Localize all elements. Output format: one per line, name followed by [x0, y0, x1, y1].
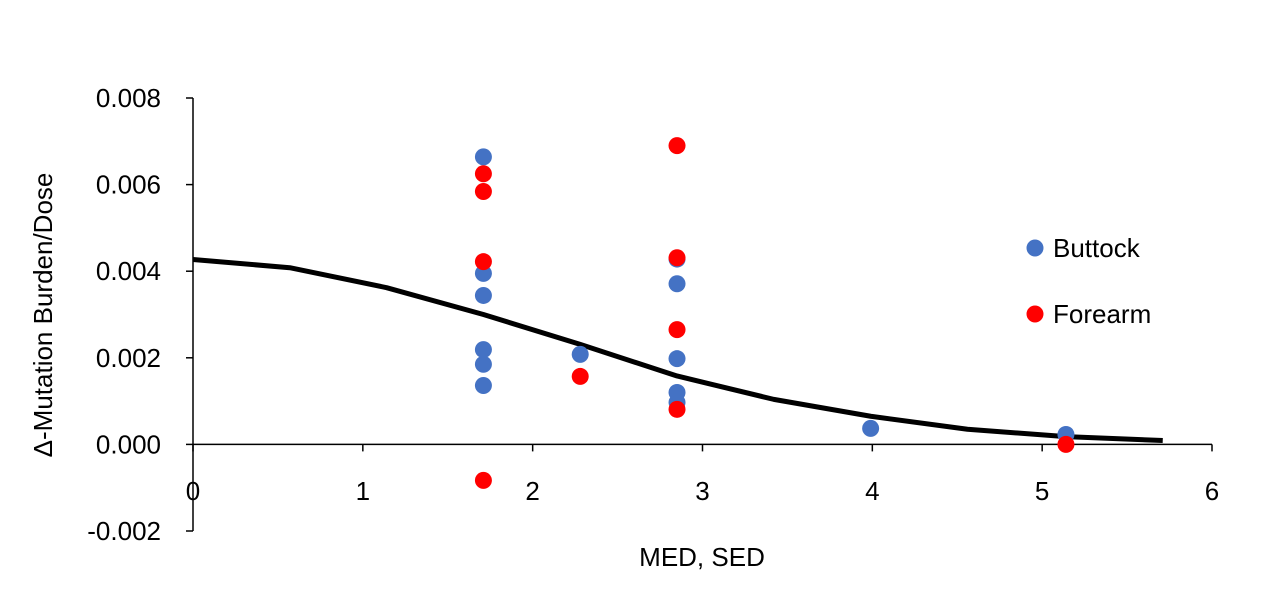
- point-forearm: [668, 400, 686, 418]
- point-buttock: [668, 275, 686, 293]
- point-forearm: [474, 471, 492, 489]
- x-tick-label: 6: [1205, 476, 1219, 506]
- point-buttock: [474, 341, 492, 359]
- x-tick-label: 1: [356, 476, 370, 506]
- x-tick-label: 4: [865, 476, 879, 506]
- point-forearm: [474, 253, 492, 271]
- point-buttock: [474, 377, 492, 395]
- legend: Buttock Forearm: [1026, 233, 1151, 329]
- point-forearm: [668, 321, 686, 339]
- x-tick-label: 0: [186, 476, 200, 506]
- y-tick-label: 0.002: [96, 343, 161, 373]
- y-tick-label: 0.004: [96, 256, 161, 286]
- point-buttock: [668, 350, 686, 368]
- y-tick-label: 0.006: [96, 170, 161, 200]
- points-layer: [474, 137, 1075, 489]
- x-tick-label: 2: [525, 476, 539, 506]
- point-buttock: [474, 264, 492, 282]
- y-axis-label: Δ-Mutation Burden/Dose: [28, 173, 58, 458]
- point-buttock: [474, 286, 492, 304]
- point-buttock: [474, 148, 492, 166]
- y-tick-label: 0.000: [96, 429, 161, 459]
- x-axis-label: MED, SED: [639, 542, 765, 572]
- x-tick-label: 3: [695, 476, 709, 506]
- point-forearm: [571, 367, 589, 385]
- y-tick-label: -0.002: [87, 516, 161, 546]
- point-forearm: [474, 183, 492, 201]
- point-forearm: [668, 249, 686, 267]
- fit-curve: [192, 257, 1163, 444]
- point-buttock: [474, 355, 492, 373]
- legend-marker-forearm: [1026, 305, 1044, 323]
- fit-curve-layer: [192, 257, 1163, 444]
- point-buttock: [862, 419, 880, 437]
- point-forearm: [474, 165, 492, 183]
- y-tick-label: 0.008: [96, 83, 161, 113]
- legend-marker-buttock: [1026, 239, 1044, 257]
- axes: -0.002 0.000 0.002 0.004 0.006 0.008 0 1 2 3 4 5 6: [87, 83, 1219, 546]
- point-forearm: [668, 137, 686, 155]
- legend-label-buttock: Buttock: [1053, 233, 1141, 263]
- legend-label-forearm: Forearm: [1053, 299, 1151, 329]
- point-forearm: [1057, 435, 1075, 453]
- x-tick-label: 5: [1035, 476, 1049, 506]
- point-buttock: [571, 345, 589, 363]
